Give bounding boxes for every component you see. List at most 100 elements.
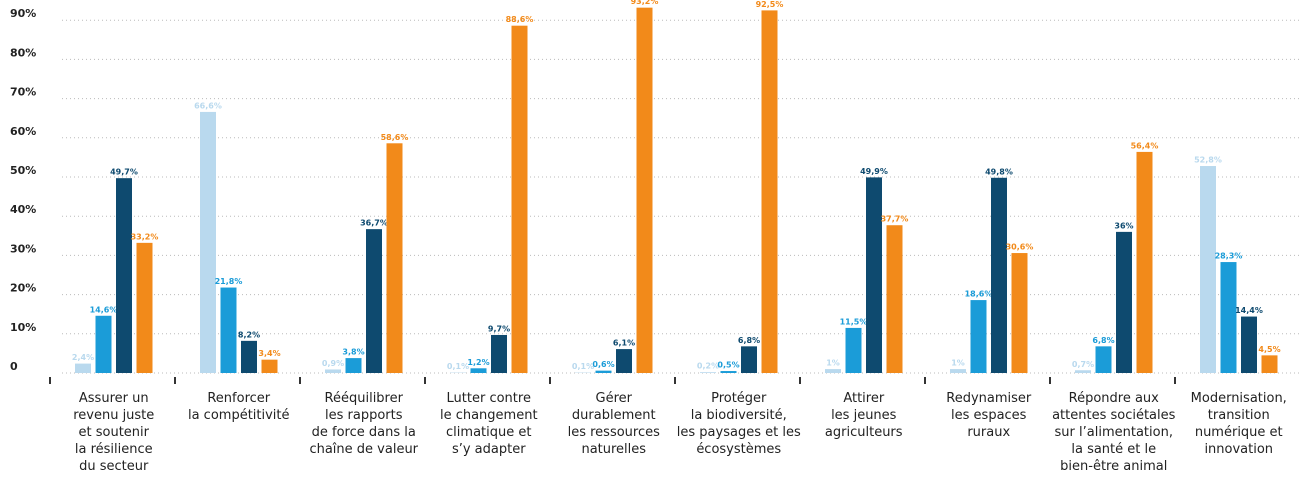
bar bbox=[1136, 151, 1153, 373]
data-label: 58,6% bbox=[381, 133, 409, 142]
bar bbox=[886, 225, 903, 373]
data-label: 92,5% bbox=[756, 0, 784, 9]
x-tick-label-line: Gérer bbox=[596, 391, 633, 406]
x-tick-label-line: la santé et le bbox=[1071, 442, 1156, 457]
x-tick-label-line: bien-être animal bbox=[1060, 459, 1167, 474]
data-label: 0,9% bbox=[322, 359, 344, 368]
y-tick-label: 40% bbox=[10, 203, 36, 216]
bar bbox=[241, 340, 257, 373]
x-tick-label-line: Attirer bbox=[843, 391, 885, 406]
data-label: 66,6% bbox=[194, 101, 222, 110]
bar bbox=[325, 369, 341, 373]
y-tick-label: 10% bbox=[10, 321, 36, 334]
x-tick-label-line: les ressources bbox=[568, 425, 661, 440]
x-tick-label-line: chaîne de valeur bbox=[309, 442, 418, 457]
x-tick-label-line: les espaces bbox=[951, 408, 1027, 423]
data-label: 28,3% bbox=[1215, 252, 1243, 261]
x-tick-label-line: de force dans la bbox=[312, 425, 416, 440]
x-tick-label: Attirer les jeunes agriculteurs bbox=[825, 391, 903, 440]
x-tick-label: Lutter contre le changement climatique et s… bbox=[440, 391, 538, 457]
x-tick-label-line: Renforcer bbox=[207, 391, 270, 406]
data-label: 14,4% bbox=[1235, 306, 1263, 315]
data-label: 30,6% bbox=[1006, 243, 1034, 252]
bar bbox=[75, 363, 91, 373]
x-tick-label: Assurer un revenu juste et soutenir la rési… bbox=[73, 391, 154, 474]
data-label: 3,4% bbox=[258, 349, 280, 358]
x-tick-label-line: Redynamiser bbox=[946, 391, 1032, 406]
data-label: 93,2% bbox=[631, 0, 659, 6]
bar bbox=[845, 327, 862, 373]
x-tick-label-line: et soutenir bbox=[79, 425, 150, 440]
x-tick-label: Gérer durablement les ressources naturelles bbox=[568, 391, 661, 457]
x-tick-label-line: les jeunes bbox=[831, 408, 897, 423]
y-tick-label: 20% bbox=[10, 282, 36, 295]
x-tick-label: Répondre aux attentes sociétales sur l’ali… bbox=[1052, 391, 1176, 474]
bar bbox=[470, 368, 487, 373]
bar bbox=[116, 178, 132, 373]
x-tick-label-line: écosystèmes bbox=[696, 442, 781, 457]
x-tick-label-line: la compétitivité bbox=[188, 408, 290, 423]
x-tick-label-line: du secteur bbox=[79, 459, 149, 474]
x-tick-label: Redynamiser les espaces ruraux bbox=[946, 391, 1032, 440]
y-tick-label: 50% bbox=[10, 164, 36, 177]
data-label: 11,5% bbox=[840, 317, 868, 326]
data-label: 1,2% bbox=[467, 358, 489, 367]
data-label: 8,2% bbox=[238, 330, 260, 339]
data-label: 36,7% bbox=[360, 219, 388, 228]
data-label: 49,8% bbox=[985, 167, 1013, 176]
bar bbox=[1261, 355, 1278, 373]
bar bbox=[1095, 346, 1112, 373]
data-label: 0,5% bbox=[717, 361, 739, 370]
bar bbox=[991, 177, 1007, 373]
x-tick-label-line: agriculteurs bbox=[825, 425, 903, 440]
bar bbox=[491, 334, 507, 373]
bar bbox=[950, 369, 966, 373]
x-tick-label: Modernisation, transition numérique et inno… bbox=[1191, 391, 1287, 457]
data-label: 37,7% bbox=[881, 215, 909, 224]
data-label: 6,8% bbox=[738, 336, 760, 345]
x-tick-label-line: Assurer un bbox=[79, 391, 149, 406]
x-tick-label-line: transition bbox=[1208, 408, 1270, 423]
bar bbox=[825, 369, 841, 373]
x-tick-label-line: naturelles bbox=[581, 442, 646, 457]
bar bbox=[1075, 370, 1091, 373]
data-label: 0,7% bbox=[1072, 360, 1094, 369]
x-tick-label-line: la résilience bbox=[75, 442, 153, 457]
data-label: 49,9% bbox=[860, 167, 888, 176]
data-label: 52,8% bbox=[1194, 156, 1222, 165]
bar bbox=[1116, 231, 1132, 373]
data-label: 0,1% bbox=[572, 362, 594, 371]
bar bbox=[970, 300, 987, 373]
bar bbox=[261, 359, 278, 373]
bar bbox=[741, 346, 757, 373]
bar bbox=[386, 143, 403, 373]
bar bbox=[95, 315, 112, 373]
y-tick-label: 80% bbox=[10, 46, 36, 59]
data-label: 0,6% bbox=[592, 360, 614, 369]
data-label: 6,1% bbox=[613, 339, 635, 348]
data-label: 4,5% bbox=[1258, 345, 1280, 354]
bar bbox=[720, 371, 737, 373]
bar bbox=[636, 7, 653, 373]
bar bbox=[345, 358, 362, 373]
data-label: 0,2% bbox=[697, 362, 719, 371]
x-tick-label-line: Modernisation, bbox=[1191, 391, 1287, 406]
x-tick-label-line: Rééquilibrer bbox=[325, 391, 404, 406]
bar bbox=[595, 370, 612, 373]
bar bbox=[1011, 253, 1028, 373]
x-tick-label-line: Lutter contre bbox=[447, 391, 531, 406]
x-tick-label: Rééquilibrer les rapports de force dans la… bbox=[309, 391, 418, 457]
x-tick-label-line: les rapports bbox=[325, 408, 403, 423]
x-tick-label-line: ruraux bbox=[967, 425, 1010, 440]
data-label: 1% bbox=[826, 359, 840, 368]
data-label: 49,7% bbox=[110, 168, 138, 177]
x-tick-label-line: Protéger bbox=[711, 391, 767, 406]
bar bbox=[511, 25, 528, 374]
x-tick-label: Renforcer la compétitivité bbox=[188, 391, 290, 423]
x-tick-label-line: les paysages et les bbox=[677, 425, 801, 440]
data-label: 2,4% bbox=[72, 353, 94, 362]
data-label: 0,1% bbox=[447, 362, 469, 371]
y-tick-label: 0 bbox=[10, 360, 18, 373]
x-tick-label-line: climatique et bbox=[446, 425, 531, 440]
